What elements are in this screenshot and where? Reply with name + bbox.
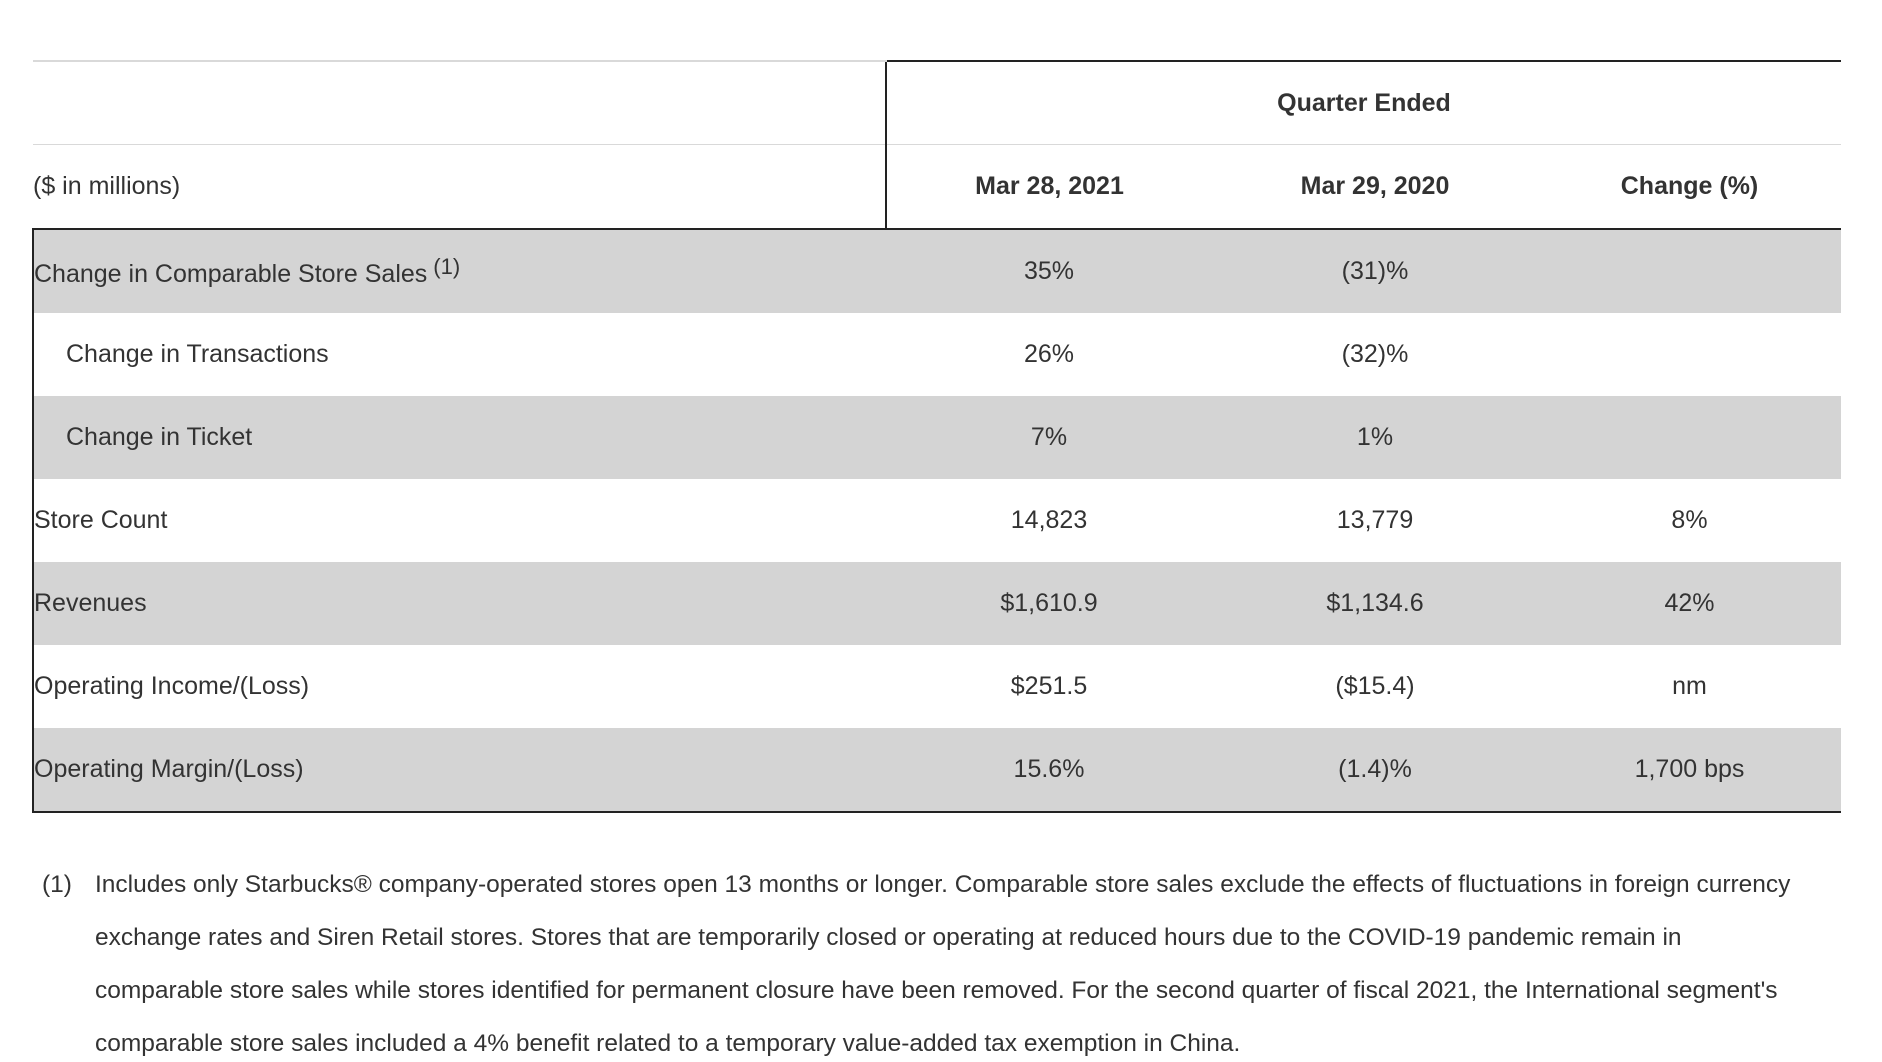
table-body: Change in Comparable Store Sales (1) 35% … xyxy=(32,229,1841,813)
value-cell: 7% xyxy=(886,396,1212,479)
value-cell: 1,700 bps xyxy=(1538,728,1841,813)
table-header: Quarter Ended ($ in millions) Mar 28, 20… xyxy=(33,60,1841,230)
header-row-columns: ($ in millions) Mar 28, 2021 Mar 29, 202… xyxy=(33,144,1841,230)
value-cell: (32)% xyxy=(1341,340,1409,368)
row-label-cell: Change in Comparable Store Sales (1) xyxy=(32,229,886,313)
value-cell: 15.6% xyxy=(886,728,1212,813)
footnote-ref: (1) xyxy=(433,254,461,279)
table-row: Revenues $1,610.9 $1,134.6 42% xyxy=(32,562,1841,645)
value-cell xyxy=(1538,313,1841,396)
value-cell: $1,134.6 xyxy=(1212,562,1538,645)
value-cell: 1% xyxy=(1212,396,1538,479)
financial-table: Quarter Ended ($ in millions) Mar 28, 20… xyxy=(32,60,1841,813)
value-cell: nm xyxy=(1672,672,1707,700)
value-cell: $1,610.9 xyxy=(886,562,1212,645)
row-label: Revenues xyxy=(32,562,886,645)
row-label: Operating Income/(Loss) xyxy=(32,645,886,728)
value-cell: $251.5 xyxy=(1010,672,1088,700)
table-row: Change in Comparable Store Sales (1) 35% … xyxy=(32,229,1841,313)
value-cell: 26% xyxy=(1023,340,1075,368)
quarter-ended-header: Quarter Ended xyxy=(885,60,1841,145)
row-label: Change in Ticket xyxy=(32,396,886,479)
value-cell: ($15.4) xyxy=(1335,672,1415,700)
footnote-text: Includes only Starbucks® company-operate… xyxy=(95,871,1791,1057)
value-cell: (1.4)% xyxy=(1212,728,1538,813)
footnote: (1) Includes only Starbucks® company-ope… xyxy=(42,858,1812,1062)
value-cell xyxy=(1538,229,1841,313)
units-label: ($ in millions) xyxy=(33,144,886,230)
table-row: Change in Transactions 26% (32)% xyxy=(32,313,1841,396)
table-row: Operating Margin/(Loss) 15.6% (1.4)% 1,7… xyxy=(32,728,1841,813)
value-cell: 42% xyxy=(1538,562,1841,645)
table-row: Store Count 14,823 13,779 8% xyxy=(32,479,1841,562)
row-label: Change in Transactions xyxy=(32,313,886,396)
value-cell xyxy=(1538,396,1841,479)
row-label: Operating Margin/(Loss) xyxy=(32,728,886,813)
value-cell: (31)% xyxy=(1212,229,1538,313)
table-row: Operating Income/(Loss) $251.5 ($15.4) n… xyxy=(32,645,1841,728)
header-row-group: Quarter Ended xyxy=(33,60,1841,145)
footnote-marker: (1) xyxy=(42,871,72,898)
column-header-mar-28-2021: Mar 28, 2021 xyxy=(885,144,1212,230)
header-blank-cell xyxy=(33,60,886,145)
value-cell: 13,779 xyxy=(1336,506,1414,534)
value-cell: 14,823 xyxy=(1010,506,1088,534)
row-label: Change in Comparable Store Sales xyxy=(34,260,428,288)
value-cell: 35% xyxy=(886,229,1212,313)
column-header-mar-29-2020: Mar 29, 2020 xyxy=(1212,144,1538,230)
row-label: Store Count xyxy=(32,479,886,562)
value-cell: 8% xyxy=(1671,506,1708,534)
column-header-change-pct: Change (%) xyxy=(1538,144,1841,230)
table-row: Change in Ticket 7% 1% xyxy=(32,396,1841,479)
